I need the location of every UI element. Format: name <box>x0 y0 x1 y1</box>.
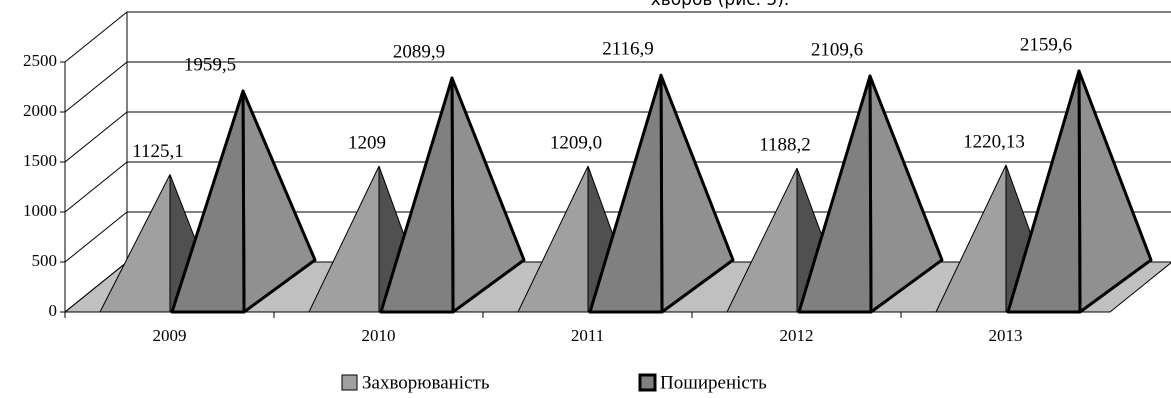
pyramid-face <box>379 76 455 314</box>
legend-swatch <box>341 374 358 391</box>
x-tick-label: 2012 <box>780 326 814 345</box>
grid-line <box>64 11 1171 63</box>
x-tick-label: 2011 <box>571 326 604 345</box>
legend-label: Захворюваність <box>362 372 490 393</box>
value-label: 2116,9 <box>602 39 654 60</box>
value-label: 1220,13 <box>963 131 1025 152</box>
value-label: 2159,6 <box>1020 34 1072 55</box>
y-tick-label: 2000 <box>23 101 57 120</box>
y-tick-label: 1000 <box>23 201 57 220</box>
pyramid-face <box>726 167 798 313</box>
pyramid-face <box>588 73 664 314</box>
grid-line <box>64 111 1171 163</box>
pyramid-face <box>99 174 171 313</box>
grid-line <box>64 211 1171 263</box>
pyramid-face <box>170 89 246 314</box>
grid-line <box>64 61 1171 113</box>
y-tick-label: 0 <box>49 301 58 320</box>
value-label: 1209,0 <box>550 132 602 153</box>
value-label: 2109,6 <box>811 39 863 60</box>
value-label: 1209 <box>348 132 386 153</box>
pyramid-face <box>1006 69 1082 314</box>
x-tick-label: 2009 <box>153 326 187 345</box>
value-label: 1959,5 <box>184 54 236 75</box>
y-tick-label: 2500 <box>23 51 57 70</box>
value-label: 2089,9 <box>393 41 445 62</box>
x-tick-label: 2013 <box>989 326 1023 345</box>
caption-fragment: хворов (рис. 5). <box>651 0 790 10</box>
pyramid-face <box>517 165 589 313</box>
pyramid-face <box>935 164 1007 313</box>
legend-swatch <box>638 373 657 392</box>
pyramid-face <box>797 74 873 314</box>
grid-line <box>64 161 1171 213</box>
legend-label: Поширеність <box>660 372 767 393</box>
x-tick-label: 2010 <box>362 326 396 345</box>
pyramid-face <box>308 165 380 313</box>
value-label: 1188,2 <box>759 135 811 156</box>
y-tick-label: 500 <box>32 251 58 270</box>
value-label: 1125,1 <box>132 141 184 162</box>
y-tick-label: 1500 <box>23 151 57 170</box>
